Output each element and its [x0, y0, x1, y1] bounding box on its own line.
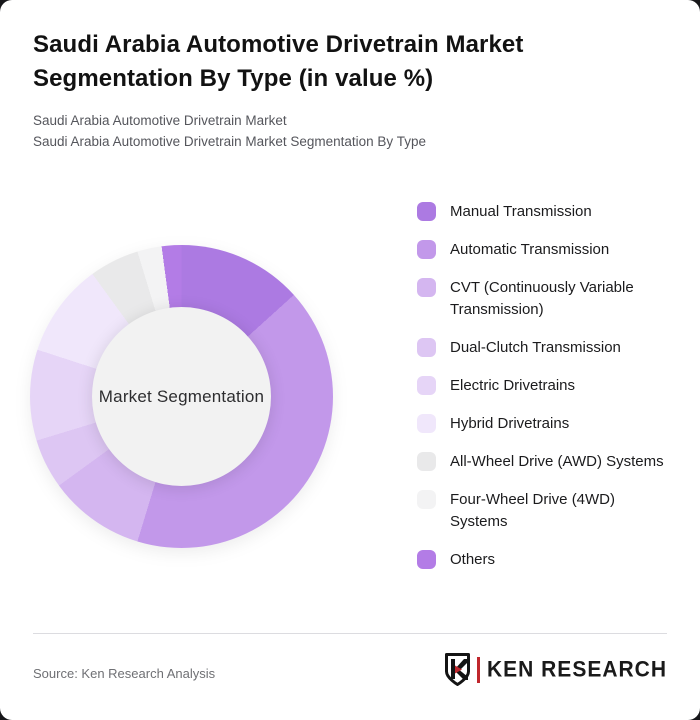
legend-swatch-icon — [417, 202, 436, 221]
legend-item: CVT (Continuously Variable Transmission) — [417, 277, 677, 321]
legend-swatch-icon — [417, 490, 436, 509]
legend-swatch-icon — [417, 240, 436, 259]
legend-item: Electric Drivetrains — [417, 375, 677, 397]
legend-label: All-Wheel Drive (AWD) Systems — [450, 453, 664, 470]
legend-label: Others — [450, 551, 496, 568]
legend-item: Hybrid Drivetrains — [417, 413, 677, 435]
ken-research-logo: KEN RESEARCH — [444, 653, 667, 686]
legend-swatch-icon — [417, 452, 436, 471]
chart-legend: Manual Transmission Automatic Transmissio… — [417, 201, 677, 571]
legend-label: Manual Transmission — [450, 203, 592, 220]
footer-divider — [33, 633, 667, 634]
legend-label: CVT (Continuously Variable Transmission) — [450, 279, 634, 318]
legend-item: All-Wheel Drive (AWD) Systems — [417, 451, 677, 473]
legend-label: Dual-Clutch Transmission — [450, 339, 621, 356]
legend-item: Dual-Clutch Transmission — [417, 337, 677, 359]
logo-separator — [476, 656, 480, 683]
legend-item: Others — [417, 549, 677, 571]
legend-swatch-icon — [417, 278, 436, 297]
legend-swatch-icon — [417, 414, 436, 433]
legend-swatch-icon — [417, 376, 436, 395]
legend-swatch-icon — [417, 550, 436, 569]
subtitle-line-2: Saudi Arabia Automotive Drivetrain Marke… — [33, 134, 426, 149]
ken-research-shield-icon — [444, 653, 470, 686]
brand-name: KEN RESEARCH — [486, 656, 667, 682]
legend-item: Four-Wheel Drive (4WD) Systems — [417, 489, 677, 533]
source-text: Source: Ken Research Analysis — [33, 666, 216, 681]
legend-item: Manual Transmission — [417, 201, 677, 223]
donut-center-label: Market Segmentation — [98, 386, 265, 406]
subtitle-block: Saudi Arabia Automotive Drivetrain Marke… — [33, 110, 426, 152]
legend-label: Automatic Transmission — [450, 241, 610, 258]
legend-label: Hybrid Drivetrains — [450, 415, 570, 432]
legend-label: Electric Drivetrains — [450, 377, 576, 394]
legend-item: Automatic Transmission — [417, 239, 677, 261]
legend-label: Four-Wheel Drive (4WD) Systems — [450, 491, 616, 530]
subtitle-line-1: Saudi Arabia Automotive Drivetrain Marke… — [33, 113, 287, 128]
legend-swatch-icon — [417, 338, 436, 357]
donut-center: Market Segmentation — [92, 307, 271, 486]
page-title: Saudi Arabia Automotive Drivetrain Marke… — [33, 31, 524, 92]
